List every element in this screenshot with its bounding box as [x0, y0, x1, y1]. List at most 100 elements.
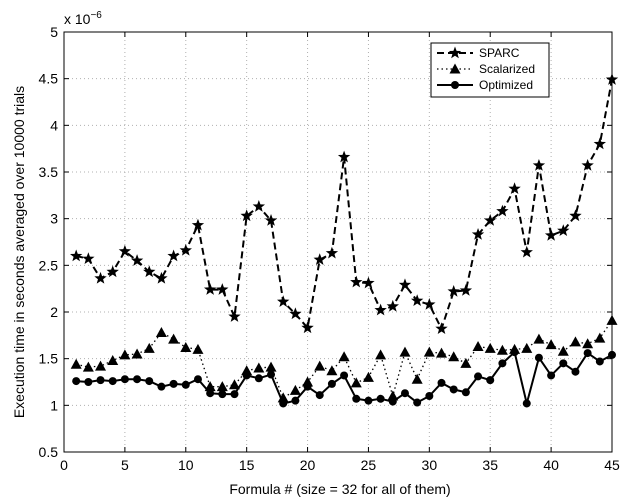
x-tick-label: 5: [121, 457, 129, 473]
data-point-scalarized: [143, 342, 155, 353]
data-point-optimized: [145, 377, 154, 386]
data-point-scalarized: [180, 341, 192, 352]
data-point-sparc: [167, 249, 180, 262]
data-point-sparc: [216, 283, 229, 295]
y-tick-label: 3: [50, 211, 58, 227]
series-optimized: [72, 348, 616, 408]
x-tick-label: 0: [60, 457, 68, 473]
data-point-optimized: [303, 382, 312, 391]
data-point-optimized: [413, 398, 422, 407]
data-point-sparc: [203, 283, 217, 295]
data-point-scalarized: [423, 346, 435, 357]
data-point-optimized: [133, 375, 142, 384]
data-point-optimized: [352, 394, 361, 403]
data-point-sparc: [544, 228, 558, 241]
x-tick-label: 15: [239, 457, 255, 473]
data-point-scalarized: [82, 361, 94, 372]
y-tick-label: 4: [50, 117, 58, 133]
data-point-sparc: [337, 150, 351, 163]
data-point-optimized: [218, 390, 227, 399]
x-tick-label: 35: [482, 457, 498, 473]
data-point-optimized: [206, 389, 215, 398]
y-tick-label: 2.5: [39, 257, 59, 273]
series-sparc: [70, 73, 619, 335]
y-axis-label: Execution time in seconds averaged over …: [11, 86, 27, 418]
x-tick-label: 25: [361, 457, 377, 473]
data-point-scalarized: [253, 362, 265, 373]
data-point-optimized: [279, 399, 288, 408]
data-point-scalarized: [387, 390, 399, 401]
data-point-optimized: [242, 371, 251, 380]
data-point-sparc: [557, 224, 570, 237]
x-axis-ticks: 0 5 10 15 20 25 30 35 40 45: [60, 32, 620, 473]
data-point-scalarized: [265, 361, 277, 372]
data-point-sparc: [179, 243, 192, 256]
data-point-scalarized: [594, 332, 606, 343]
data-point-sparc: [569, 209, 582, 222]
legend-label-sparc: SPARC: [479, 46, 520, 60]
data-point-optimized: [84, 378, 93, 386]
data-point-scalarized: [70, 358, 82, 369]
data-point-sparc: [82, 252, 95, 265]
data-point-scalarized: [472, 341, 484, 352]
data-point-scalarized: [460, 357, 472, 368]
data-point-scalarized: [569, 336, 581, 347]
data-point-sparc: [94, 271, 107, 284]
data-point-scalarized: [314, 360, 326, 371]
data-point-optimized: [340, 371, 349, 380]
data-point-sparc: [350, 275, 363, 288]
data-point-sparc: [435, 322, 448, 335]
data-point-optimized: [291, 396, 300, 405]
data-point-sparc: [459, 284, 473, 296]
data-point-scalarized: [545, 339, 557, 350]
y-tick-label: 1.5: [39, 351, 59, 367]
data-point-sparc: [143, 265, 156, 278]
data-point-scalarized: [533, 333, 545, 344]
data-point-scalarized: [375, 349, 387, 360]
data-point-sparc: [106, 265, 119, 278]
x-tick-label: 45: [604, 457, 620, 473]
data-point-sparc: [532, 158, 546, 171]
data-point-sparc: [484, 214, 497, 226]
data-point-sparc: [471, 228, 485, 240]
data-point-sparc: [240, 209, 253, 222]
data-point-sparc: [374, 303, 387, 316]
data-point-optimized: [169, 379, 178, 388]
data-point-sparc: [423, 298, 436, 310]
data-point-sparc: [410, 294, 424, 307]
data-point-scalarized: [411, 373, 423, 384]
data-point-scalarized: [228, 379, 240, 390]
data-point-optimized: [534, 353, 543, 362]
data-point-optimized: [486, 376, 495, 385]
data-point-sparc: [118, 244, 132, 257]
y-tick-label: 2: [50, 304, 58, 320]
data-point-scalarized: [119, 349, 131, 360]
x-tick-label: 40: [543, 457, 559, 473]
data-point-optimized: [72, 377, 81, 386]
data-point-sparc: [130, 254, 144, 266]
data-point-sparc: [496, 204, 509, 217]
x-tick-label: 10: [178, 457, 194, 473]
data-point-optimized: [327, 379, 336, 388]
y-tick-label: 5: [50, 24, 58, 40]
y-tick-label: 3.5: [39, 164, 59, 180]
data-point-sparc: [581, 158, 594, 171]
data-point-scalarized: [582, 338, 594, 349]
data-point-optimized: [108, 377, 117, 386]
legend-label-scalarized: Scalarized: [479, 62, 535, 76]
data-point-optimized: [583, 349, 592, 358]
data-point-optimized: [193, 375, 202, 384]
data-point-sparc: [228, 310, 241, 322]
data-point-optimized: [181, 380, 190, 389]
data-point-optimized: [230, 390, 239, 399]
data-point-sparc: [447, 284, 460, 297]
data-point-sparc: [520, 245, 533, 258]
data-point-optimized: [595, 357, 604, 366]
series-scalarized: [70, 314, 618, 403]
data-point-sparc: [277, 295, 290, 307]
data-point-optimized: [388, 397, 397, 406]
x-axis-label: Formula # (size = 32 for all of them): [229, 481, 450, 497]
data-point-scalarized: [95, 360, 107, 371]
data-point-optimized: [400, 389, 409, 398]
data-point-optimized: [120, 375, 129, 384]
